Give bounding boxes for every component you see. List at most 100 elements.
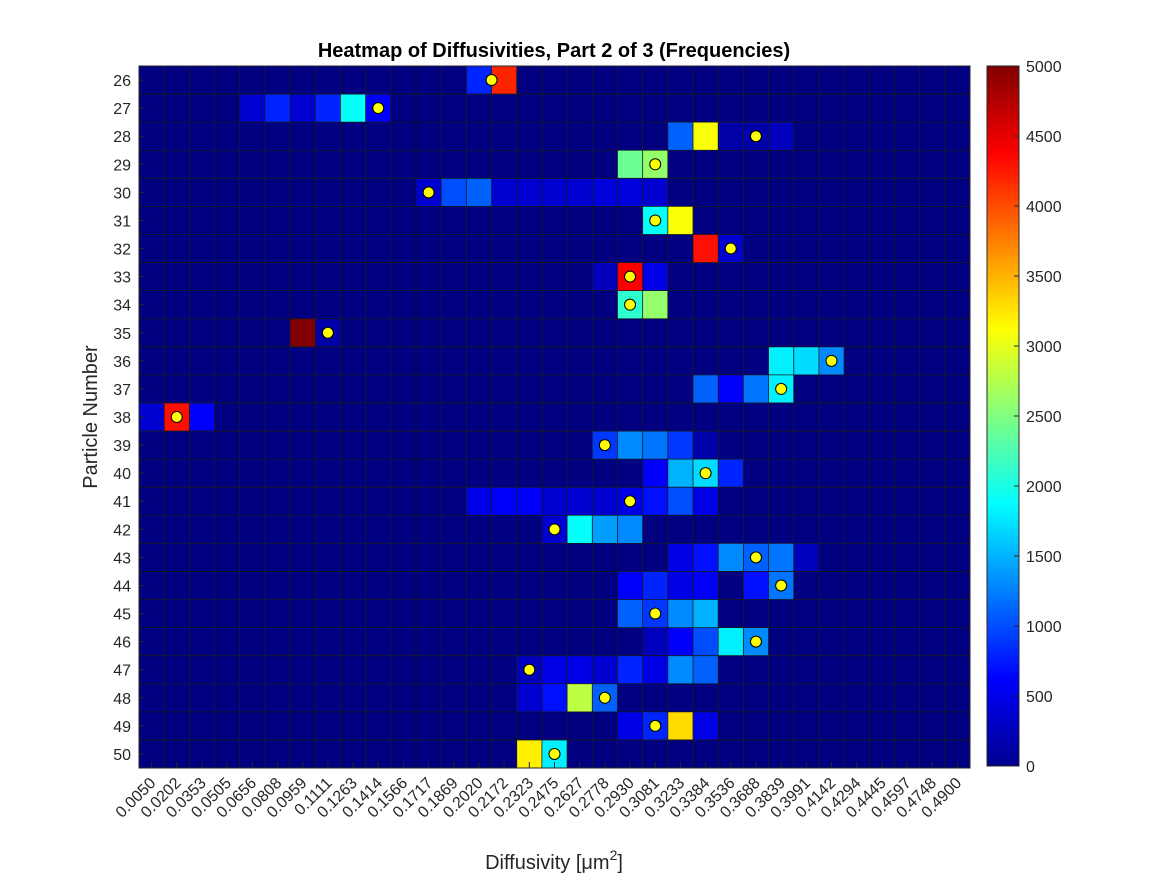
heatmap-cell [390, 487, 417, 516]
heatmap-cell [365, 711, 392, 741]
y-tick-label: 28 [113, 129, 131, 146]
heatmap-cell [768, 66, 795, 95]
heatmap-cell [944, 374, 971, 404]
heatmap-cell [642, 459, 669, 488]
heatmap-cell [567, 711, 593, 741]
heatmap-cell [239, 627, 266, 657]
heatmap-cell [743, 683, 769, 713]
heatmap-cell [416, 66, 442, 95]
heatmap-cell [491, 599, 518, 628]
heatmap-cell [189, 178, 215, 207]
heatmap-cell [667, 543, 694, 572]
colorbar-tick-label: 4000 [1026, 199, 1062, 216]
heatmap-cell [944, 515, 971, 544]
marker-point [422, 186, 435, 199]
heatmap-cell [667, 178, 694, 207]
heatmap-cell [164, 206, 190, 235]
heatmap-cell [592, 655, 618, 685]
heatmap-cell [164, 122, 190, 151]
y-tick-label: 47 [113, 663, 131, 680]
heatmap-cell [768, 290, 795, 320]
heatmap-cell [818, 94, 845, 123]
heatmap-cell [516, 150, 543, 179]
heatmap-cell [315, 374, 341, 404]
heatmap-cell [189, 459, 215, 488]
marker-point [548, 523, 561, 536]
heatmap-cell [365, 655, 392, 685]
heatmap-cell [667, 122, 694, 151]
heatmap-cell [894, 234, 921, 263]
heatmap-cell [290, 571, 316, 600]
marker-point [749, 635, 762, 648]
heatmap-cell [667, 515, 694, 544]
x-axis-label: Diffusivity [μm2] [485, 847, 623, 874]
heatmap-cell [944, 150, 971, 179]
heatmap-cell [844, 431, 870, 460]
heatmap-cell [667, 402, 694, 432]
heatmap-cell [919, 627, 946, 657]
heatmap-cell [466, 234, 492, 263]
heatmap-cell [239, 655, 266, 685]
heatmap-cell [516, 262, 543, 292]
heatmap-cell [793, 150, 820, 179]
heatmap-cell [718, 711, 744, 741]
heatmap-cell [264, 150, 291, 179]
heatmap-cell [264, 515, 291, 544]
heatmap-cell [793, 711, 820, 741]
heatmap-cell [919, 711, 946, 741]
marker-point [775, 382, 788, 395]
heatmap-cell [844, 655, 870, 685]
heatmap-cell [416, 290, 442, 320]
heatmap-cell [466, 178, 492, 207]
heatmap-cell [441, 178, 467, 207]
heatmap-cell [164, 318, 190, 348]
heatmap-cell [214, 543, 241, 572]
heatmap-cell [214, 150, 241, 179]
heatmap-cell [416, 515, 442, 544]
heatmap-cell [541, 122, 568, 151]
heatmap-cell [844, 346, 870, 376]
heatmap-cell [743, 150, 769, 179]
heatmap-cell [844, 543, 870, 572]
heatmap-cell [541, 543, 568, 572]
heatmap-cell [743, 290, 769, 320]
heatmap-cell [793, 206, 820, 235]
x-axis-label-close: ] [617, 852, 623, 874]
heatmap-cell [516, 711, 543, 741]
heatmap-cell [340, 571, 367, 600]
heatmap-cell [466, 374, 492, 404]
heatmap-cell [516, 318, 543, 348]
heatmap-cell [768, 599, 795, 628]
heatmap-cell [869, 402, 895, 432]
heatmap-cell [894, 571, 921, 600]
heatmap-cell [441, 487, 467, 516]
heatmap-cell [164, 515, 190, 544]
heatmap-cell [944, 655, 971, 685]
heatmap-cell [894, 402, 921, 432]
heatmap-cell [164, 599, 190, 628]
heatmap-cell [818, 683, 845, 713]
heatmap-cell [340, 402, 367, 432]
heatmap-cell [365, 206, 392, 235]
heatmap-cell [844, 206, 870, 235]
y-tick-label: 38 [113, 410, 131, 427]
heatmap-cell [516, 94, 543, 123]
heatmap-cell [164, 459, 190, 488]
heatmap-cell [818, 374, 845, 404]
heatmap-cell [466, 655, 492, 685]
heatmap-cell [944, 178, 971, 207]
heatmap-cell [617, 459, 644, 488]
y-tick-label: 41 [113, 494, 131, 511]
y-tick-label: 43 [113, 550, 131, 567]
colorbar-tick-label: 3000 [1026, 339, 1062, 356]
heatmap-cell [516, 487, 543, 516]
heatmap-cell [264, 402, 291, 432]
heatmap-cell [743, 374, 769, 404]
heatmap-cell [214, 655, 241, 685]
heatmap-cell [365, 431, 392, 460]
heatmap-cell [793, 571, 820, 600]
marker-point [523, 663, 536, 676]
heatmap-cell [718, 515, 744, 544]
heatmap-cell [416, 431, 442, 460]
heatmap-cell [365, 599, 392, 628]
